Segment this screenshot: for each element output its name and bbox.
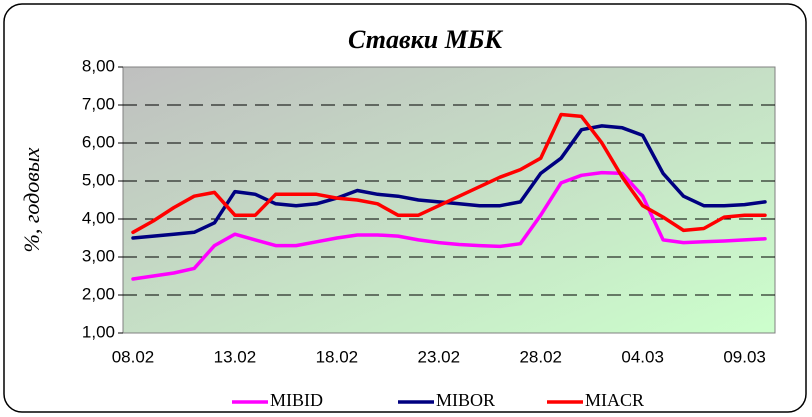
x-tick-label: 08.02 <box>112 347 155 366</box>
y-tick-label: 8,00 <box>82 56 115 75</box>
x-tick-label: 13.02 <box>214 347 257 366</box>
y-tick-label: 2,00 <box>82 284 115 303</box>
chart-title: Ставки МБК <box>348 25 503 54</box>
x-tick-label: 28.02 <box>519 347 562 366</box>
legend-label: MIBOR <box>436 390 495 410</box>
y-tick-label: 4,00 <box>82 208 115 227</box>
series-line <box>131 170 767 281</box>
y-tick-label: 5,00 <box>82 170 115 189</box>
x-tick-label: 04.03 <box>621 347 664 366</box>
x-tick-label: 18.02 <box>316 347 359 366</box>
legend-label: MIBID <box>270 390 323 410</box>
y-tick-label: 7,00 <box>82 94 115 113</box>
y-tick-label: 1,00 <box>82 322 115 341</box>
x-tick-label: 09.03 <box>723 347 766 366</box>
y-tick-label: 6,00 <box>82 132 115 151</box>
y-axis-label: %, годовых <box>19 147 44 252</box>
legend-label: MIACR <box>585 390 644 410</box>
x-tick-label: 23.02 <box>418 347 461 366</box>
y-tick-label: 3,00 <box>82 246 115 265</box>
series-line <box>131 112 767 235</box>
